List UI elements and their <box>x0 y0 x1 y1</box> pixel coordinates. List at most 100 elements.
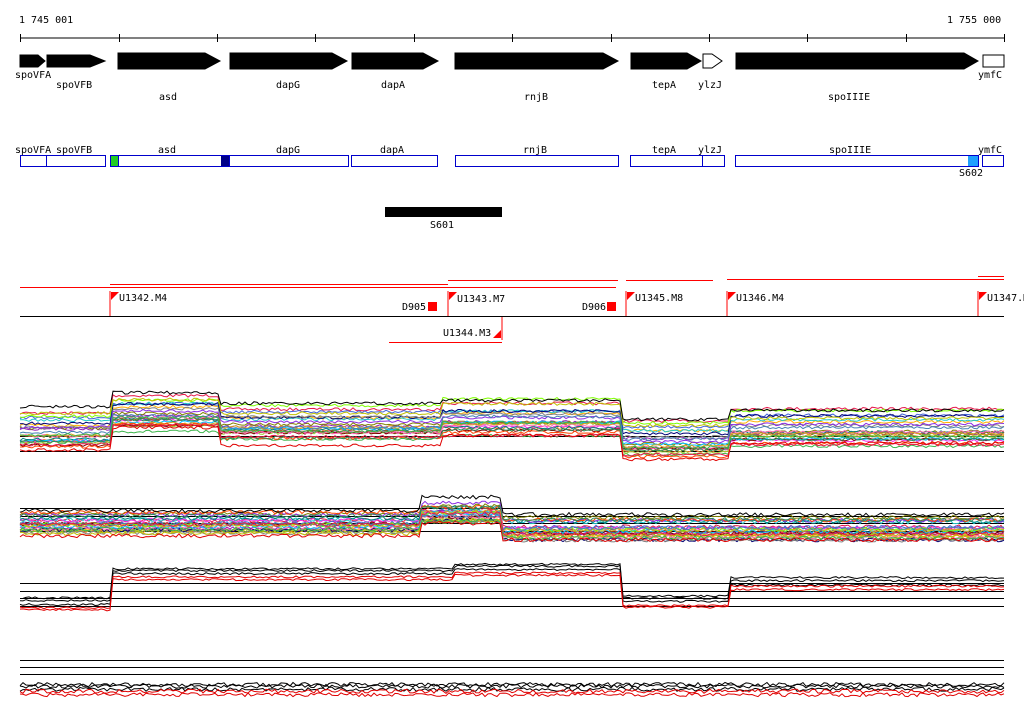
gene-arrow-asd[interactable]: asd <box>117 52 222 103</box>
segment-s601-label: S601 <box>430 220 454 231</box>
profile-line-18 <box>19 509 1005 533</box>
gene-arrow-spoVFB[interactable]: spoVFB <box>46 54 107 91</box>
gene-label-spoIIIE: spoIIIE <box>828 92 870 103</box>
gene-label-ymfC: ymfC <box>978 70 1002 81</box>
terminator-label-D906: D906 <box>582 302 606 313</box>
ruler-end-coordinate: 1 755 000 <box>947 15 1001 26</box>
profile-line-22 <box>19 517 1005 538</box>
gene-box-tepA-ylzJ[interactable] <box>630 155 725 167</box>
gene-arrow-spoVFA[interactable]: spoVFA <box>15 54 51 81</box>
tu-marker-U1346[interactable]: U1346.M4 <box>728 292 784 304</box>
tu-label-U1346: U1346.M4 <box>736 293 784 304</box>
gene-arrow-track: spoVFA spoVFB asd dapG dapA rnjB tepA y <box>15 52 1005 103</box>
gene-box-spoVFA[interactable] <box>20 155 47 167</box>
profile-line-2 <box>19 568 1005 607</box>
profile-line-6 <box>19 401 1005 433</box>
box-label-asd: asd <box>158 145 176 156</box>
profile-line-23 <box>19 413 1005 441</box>
gene-arrow-ymfC[interactable]: ymfC <box>978 54 1005 81</box>
box-label-dapA: dapA <box>380 145 404 156</box>
profile-line-19 <box>19 500 1005 524</box>
box-label-tepA: tepA <box>652 145 676 156</box>
box-label-ymfC: ymfC <box>978 145 1002 156</box>
profile-line-2 <box>19 686 1005 692</box>
gene-label-asd: asd <box>159 92 177 103</box>
profile-line-13 <box>19 401 1005 436</box>
tu-marker-U1344[interactable]: U1344.M3 <box>443 328 501 339</box>
gene-label-dapA: dapA <box>381 80 405 91</box>
expression-profile-track-1 <box>19 390 1005 462</box>
gene-label-spoVFB: spoVFB <box>56 80 92 91</box>
expression-profile-track-3 <box>19 562 1005 612</box>
profile-line-25 <box>19 518 1005 541</box>
profile-line-21 <box>19 418 1005 452</box>
profile-line-1 <box>19 564 1005 602</box>
feature-green-box[interactable] <box>111 156 118 166</box>
feature-s602-label: S602 <box>959 168 983 179</box>
expression-profile-track-4 <box>19 660 1005 698</box>
box-label-ylzJ: ylzJ <box>698 145 722 156</box>
gene-box-dapA[interactable] <box>351 155 438 167</box>
gene-arrow-rnjB[interactable]: rnjB <box>454 52 620 103</box>
gene-label-tepA: tepA <box>652 80 676 91</box>
box-label-spoVFA: spoVFA <box>15 145 51 156</box>
gene-arrow-dapG[interactable]: dapG <box>229 52 349 91</box>
ruler-start-coordinate: 1 745 001 <box>19 15 73 26</box>
gene-label-rnjB: rnjB <box>524 92 548 103</box>
tu-label-U1347: U1347.M <box>987 293 1024 304</box>
box-label-spoIIIE: spoIIIE <box>829 145 871 156</box>
profile-line-25 <box>19 415 1005 450</box>
gene-box-ymfC[interactable] <box>982 155 1004 167</box>
tu-label-U1344: U1344.M3 <box>443 328 491 339</box>
gene-arrow-tepA[interactable]: tepA <box>630 52 703 91</box>
profile-line-20 <box>19 504 1005 523</box>
gene-box-spoIIIE[interactable] <box>735 155 979 167</box>
expression-profile-track-2 <box>19 494 1005 543</box>
tu-label-U1343: U1343.M7 <box>457 294 505 305</box>
profile-line-21 <box>19 505 1005 523</box>
gene-box-rnjB[interactable] <box>455 155 619 167</box>
coordinate-ruler: 1 745 001 1 755 000 <box>19 15 1005 42</box>
profile-line-27 <box>19 425 1005 462</box>
tu-marker-U1343[interactable]: U1343.M7 <box>449 292 505 305</box>
profile-line-26 <box>19 494 1005 518</box>
box-label-spoVFB: spoVFB <box>56 145 92 156</box>
profile-line-3 <box>19 688 1005 694</box>
ruler-ticks <box>20 34 1005 42</box>
profile-line-24 <box>19 510 1005 537</box>
terminator-D905[interactable]: D905 <box>402 302 437 313</box>
tu-label-U1342: U1342.M4 <box>119 293 167 304</box>
profile-line-3 <box>19 571 1005 610</box>
gene-label-dapG: dapG <box>276 80 300 91</box>
gene-label-ylzJ: ylzJ <box>698 80 722 91</box>
gene-arrow-spoIIIE[interactable]: spoIIIE <box>735 52 980 103</box>
feature-dark-blue-box[interactable] <box>221 156 229 166</box>
tu-marker-U1342[interactable]: U1342.M4 <box>111 292 167 304</box>
terminator-D906[interactable]: D906 <box>582 302 616 313</box>
segment-track: S601 <box>385 207 502 231</box>
profile-line-16 <box>19 420 1005 447</box>
tu-marker-U1347[interactable]: U1347.M <box>979 292 1024 304</box>
gene-arrow-ylzJ[interactable]: ylzJ <box>698 53 723 91</box>
profile-line-0 <box>19 681 1005 688</box>
terminator-label-D905: D905 <box>402 302 426 313</box>
profile-line-14 <box>19 406 1005 440</box>
feature-s602-box[interactable] <box>968 156 978 166</box>
box-label-rnjB: rnjB <box>523 145 547 156</box>
tu-label-U1345: U1345.M8 <box>635 293 683 304</box>
profile-line-27 <box>19 520 1005 543</box>
profile-line-4 <box>19 692 1005 698</box>
gene-arrow-dapA[interactable]: dapA <box>351 52 440 91</box>
profile-line-26 <box>19 390 1005 422</box>
gene-label-spoVFA: spoVFA <box>15 70 51 81</box>
profile-line-4 <box>19 573 1005 612</box>
segment-s601[interactable] <box>385 207 502 217</box>
profile-line-19 <box>19 408 1005 444</box>
profile-line-0 <box>19 562 1005 600</box>
profile-line-2 <box>19 404 1005 433</box>
profile-line-22 <box>19 397 1005 428</box>
gene-box-spoVFB[interactable] <box>46 155 106 167</box>
tu-marker-U1345[interactable]: U1345.M8 <box>627 292 683 304</box>
profile-line-1 <box>19 683 1005 689</box>
